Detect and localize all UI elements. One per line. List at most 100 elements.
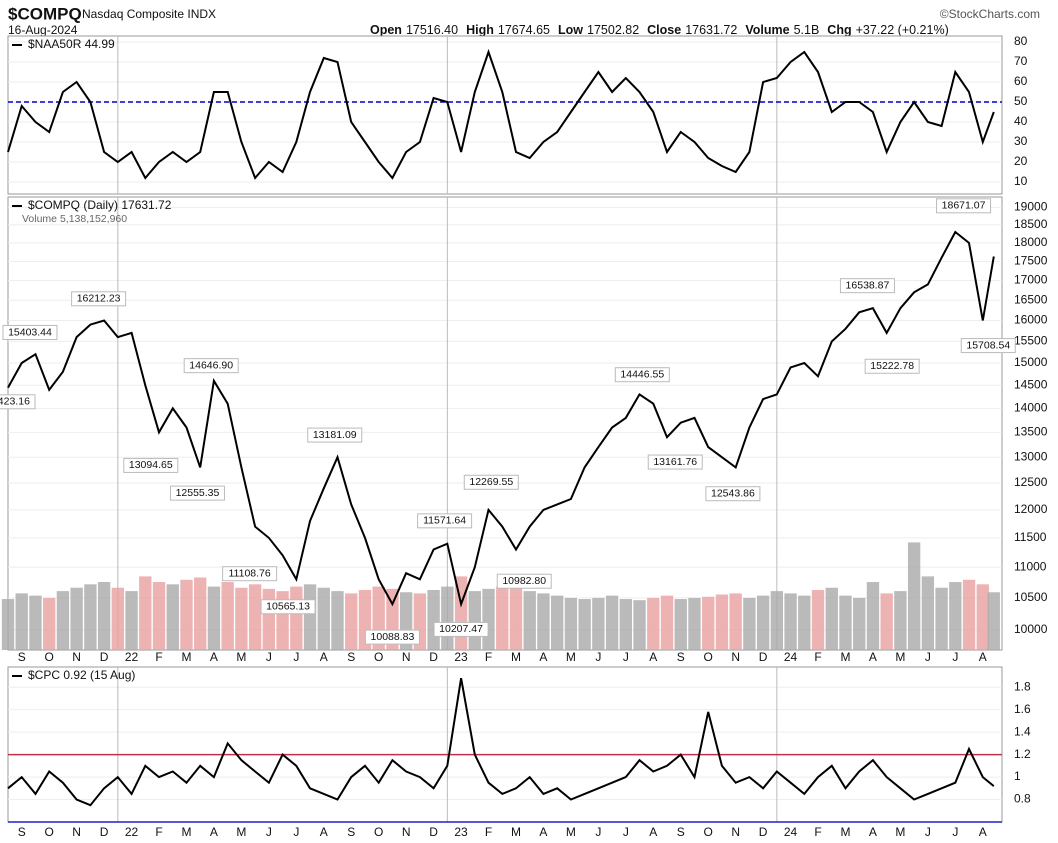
annotation: 18671.07 [942,200,986,212]
x-tick-label: D [100,650,109,664]
quote-value: 17516.40 [406,23,458,37]
volume-bar [715,594,729,650]
volume-bar [770,591,784,650]
x-tick-label: S [347,825,355,839]
volume-bar [839,595,852,650]
x-tick-label: M [181,825,191,839]
x-tick-label: O [45,650,54,664]
x-tick-label: J [952,825,958,839]
annotation: 11571.64 [423,515,466,527]
annotation: 13161.76 [653,456,697,468]
annotation: 14446.55 [620,369,664,381]
y-tick-label: 10 [1014,174,1028,188]
volume-bar [702,596,715,650]
x-tick-label: M [511,650,521,664]
x-tick-label: S [18,650,26,664]
volume-bar [262,588,276,650]
series-line [7,678,995,807]
quote-label: Close [647,23,681,37]
volume-bar [166,584,179,650]
x-tick-label: A [979,650,987,664]
x-tick-label: J [293,650,299,664]
x-tick-label: A [869,825,877,839]
y-tick-label: 16000 [1014,313,1048,327]
y-tick-label: 11500 [1014,530,1047,544]
x-tick-label: J [595,825,601,839]
annotation-box [169,485,225,501]
annotation: 13094.65 [129,459,173,471]
x-tick-label: D [759,650,768,664]
quote-value: +37.22 (+0.21%) [856,23,949,37]
panel [7,666,1003,823]
x-tick-label: M [895,825,905,839]
x-tick-label: J [266,650,272,664]
x-tick-label: 23 [454,825,468,839]
annotation-box [839,278,895,294]
volume-bar [29,595,42,650]
annotation-box [307,427,363,443]
volume-bar [248,584,262,650]
x-tick-label: O [704,825,713,839]
quote-line: Open 17516.40 High 17674.65 Low 17502.82 Close… [370,23,949,37]
annotation-box [71,291,127,307]
y-tick-label: 10000 [1014,622,1048,636]
volume-bar [317,587,330,650]
annotation-box [614,367,670,383]
volume-bar [207,586,221,650]
volume-bar [935,587,948,650]
x-tick-label: M [236,650,246,664]
x-tick-label: N [731,825,740,839]
y-tick-label: 17000 [1014,273,1048,287]
annotation: 12555.35 [176,487,220,499]
volume-bar [907,542,921,650]
legend: $COMPQ (Daily) 17631.72 [28,198,172,212]
volume-bar [756,595,770,650]
annotation: 12543.86 [711,487,755,499]
x-tick-label: N [402,650,411,664]
x-tick-label: J [623,650,629,664]
volume-bar [987,592,1000,650]
quote-label: Chg [827,23,851,37]
quote-value: 17674.65 [498,23,550,37]
x-tick-label: M [895,650,905,664]
volume-bar [43,597,56,650]
legend: $NAA50R 44.99 [28,37,115,51]
y-tick-label: 20 [1014,154,1028,168]
x-tick-label: D [759,825,768,839]
volume-bar [523,591,536,650]
y-tick-label: 70 [1014,54,1028,68]
annotation: 14423.16 [0,396,30,408]
annotation: 12269.55 [469,476,513,488]
y-tick-label: 18500 [1014,217,1048,231]
volume-bar [290,586,303,650]
quote-value: 17502.82 [587,23,639,37]
annotation: 10982.80 [502,575,546,587]
volume-bar [811,589,825,650]
volume-bar [564,597,578,650]
y-tick-label: 19000 [1014,199,1048,213]
volume-bar [97,582,111,650]
annotation: 15403.44 [8,326,52,338]
x-tick-label: F [814,825,821,839]
annotation: 15222.78 [870,360,914,372]
x-tick-label: D [429,650,438,664]
volume-bar [743,597,756,650]
x-tick-label: N [731,650,740,664]
volume-legend: Volume 5,138,152,960 [22,213,127,225]
x-tick-label: A [210,825,218,839]
annotation-box [496,573,552,589]
x-tick-label: F [485,825,492,839]
x-tick-label: 24 [784,825,798,839]
annotation: 13181.09 [313,429,357,441]
volume-bar [70,587,83,650]
annotation-box [647,454,703,470]
annotation-box [260,599,316,615]
volume-bar [605,595,619,650]
source: ©StockCharts.com [940,7,1040,21]
quote-value: 5.1B [794,23,820,37]
x-tick-label: M [511,825,521,839]
volume-bar [180,579,193,650]
x-tick-label: F [155,650,162,664]
x-tick-label: N [402,825,411,839]
x-tick-label: A [320,825,328,839]
